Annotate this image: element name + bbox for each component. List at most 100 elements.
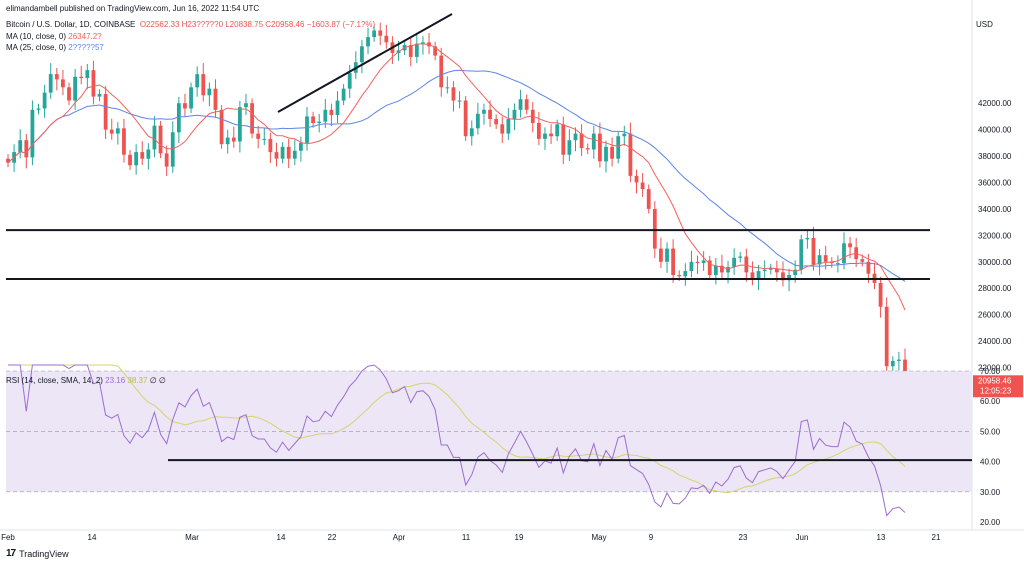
candle-body[interactable] [732,257,737,268]
candle-body[interactable] [244,103,248,108]
candle-body[interactable] [201,74,206,96]
candle-body[interactable] [225,137,230,145]
tradingview-logo[interactable]: 17 TradingView [6,548,69,559]
candle-body[interactable] [122,128,126,155]
candle-body[interactable] [738,256,743,258]
candle-body[interactable] [286,146,291,159]
candle-body[interactable] [884,306,889,367]
candle-body[interactable] [713,265,718,276]
candle-body[interactable] [835,263,840,265]
candle-body[interactable] [512,109,517,120]
candle-body[interactable] [97,93,102,97]
candle-body[interactable] [671,248,676,276]
candle-body[interactable] [567,140,572,155]
candle-body[interactable] [604,146,608,162]
candle-body[interactable] [61,79,65,88]
candle-body[interactable] [48,74,53,93]
candle-body[interactable] [433,46,438,56]
candle-body[interactable] [848,243,852,248]
candle-body[interactable] [628,133,633,176]
candle-body[interactable] [817,255,822,265]
candle-body[interactable] [256,133,261,139]
candle-body[interactable] [292,150,297,159]
candle-body[interactable] [347,72,352,89]
candle-body[interactable] [408,45,413,57]
candle-body[interactable] [176,103,181,133]
candle-body[interactable] [878,282,883,307]
candle-body[interactable] [341,88,346,101]
candle-body[interactable] [720,265,724,273]
candle-body[interactable] [158,125,163,154]
candle-body[interactable] [506,119,511,134]
candle-body[interactable] [18,140,23,153]
candle-body[interactable] [311,116,315,124]
candle-body[interactable] [219,109,224,145]
candle-body[interactable] [421,42,425,44]
candle-body[interactable] [701,260,706,264]
candle-body[interactable] [866,261,871,274]
ma25-line[interactable] [7,69,906,282]
candle-body[interactable] [170,132,175,167]
candle-body[interactable] [457,100,462,102]
candle-body[interactable] [372,30,377,38]
candle-body[interactable] [610,146,614,159]
candle-body[interactable] [482,109,486,114]
candle-body[interactable] [585,148,590,150]
candle-body[interactable] [207,88,212,96]
candle-body[interactable] [787,275,791,281]
candle-body[interactable] [103,93,108,130]
candle-body[interactable] [561,124,566,155]
candle-body[interactable] [774,268,779,273]
candle-body[interactable] [793,269,798,276]
candle-body[interactable] [707,260,712,276]
candle-body[interactable] [890,360,895,367]
candle-body[interactable] [695,261,700,264]
candle-body[interactable] [488,109,492,120]
candle-body[interactable] [250,103,254,134]
candle-body[interactable] [134,152,139,166]
candle-body[interactable] [268,138,273,153]
candle-body[interactable] [299,142,303,151]
candle-body[interactable] [829,261,834,264]
candle-body[interactable] [622,133,627,137]
candle-body[interactable] [91,70,96,97]
candle-body[interactable] [36,108,41,110]
ma25-legend[interactable]: MA (25, close, 0) 2?????57 [6,43,104,52]
candle-body[interactable] [439,55,444,88]
candle-body[interactable] [79,76,84,79]
candle-body[interactable] [329,109,334,116]
candle-body[interactable] [591,133,596,150]
candle-body[interactable] [768,268,773,270]
candle-body[interactable] [823,255,828,262]
candle-body[interactable] [109,129,114,134]
candle-body[interactable] [378,30,383,36]
candle-body[interactable] [115,128,120,134]
candle-body[interactable] [543,133,547,139]
candle-body[interactable] [494,119,499,125]
candle-body[interactable] [762,269,767,272]
candle-body[interactable] [579,133,584,149]
candle-body[interactable] [805,238,810,240]
candle-body[interactable] [598,133,602,162]
candle-body[interactable] [549,133,553,137]
candle-body[interactable] [85,70,90,79]
candle-body[interactable] [280,146,285,159]
candle-body[interactable] [524,99,529,110]
candle-body[interactable] [189,87,193,109]
candle-body[interactable] [842,243,846,264]
candle-body[interactable] [750,272,755,279]
rsi-line[interactable] [8,364,906,517]
candle-body[interactable] [335,100,340,116]
candle-body[interactable] [67,87,71,101]
candle-body[interactable] [24,140,29,158]
candle-body[interactable] [573,133,578,141]
candle-body[interactable] [518,99,523,110]
candle-body[interactable] [231,137,236,142]
candle-body[interactable] [811,238,816,265]
candle-body[interactable] [689,261,694,272]
candle-body[interactable] [445,87,450,89]
candle-body[interactable] [6,158,10,163]
candle-body[interactable] [500,124,505,134]
candle-body[interactable] [237,107,242,142]
